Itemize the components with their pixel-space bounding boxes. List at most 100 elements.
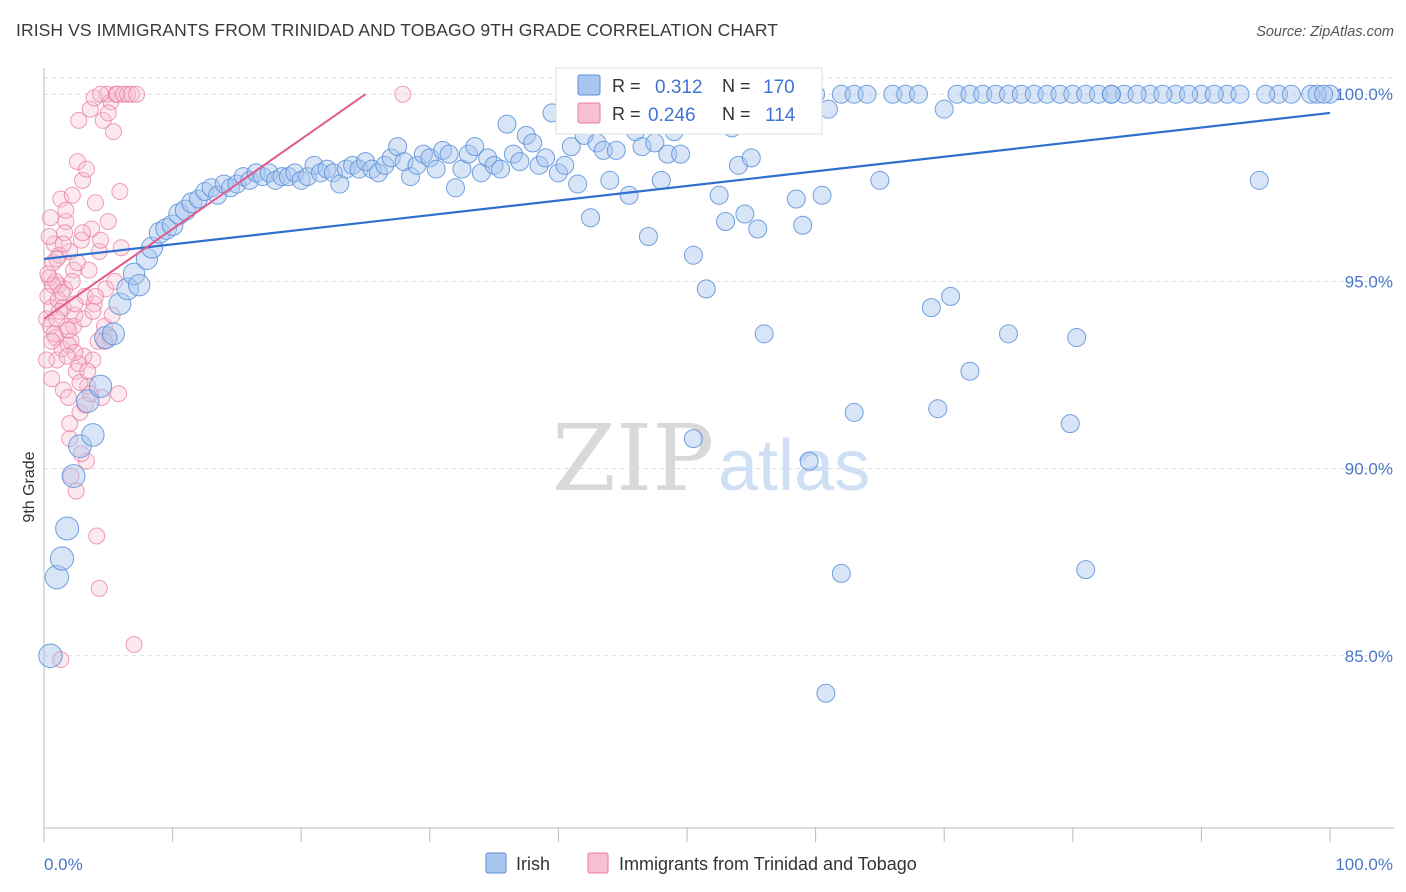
irish-point-43 (317, 159, 337, 179)
irish-point-164 (844, 402, 864, 422)
legend-box: R = 0.312 N = 170 R = 0.246 N = 114 (555, 67, 823, 135)
irish-point-162 (960, 361, 980, 381)
irish-point-163 (928, 399, 948, 419)
irish-point-66 (465, 137, 485, 157)
irish-point-157 (1256, 84, 1276, 104)
irish-point-100 (683, 245, 703, 265)
irish-point-69 (484, 155, 504, 175)
irish-point-8 (88, 374, 113, 398)
irish-point-105 (716, 211, 736, 231)
irish-point-88 (606, 140, 626, 160)
tt-point-94 (79, 362, 97, 380)
axes (43, 68, 1394, 842)
tt-point-110 (92, 85, 110, 103)
legend-n-label-2: N = (722, 104, 751, 124)
irish-point-161 (999, 324, 1018, 344)
irish-point-95 (651, 170, 671, 190)
tt-point-8 (48, 351, 66, 369)
watermark-atlas: atlas (718, 426, 870, 506)
irish-point-90 (619, 185, 639, 205)
tt-point-53 (106, 272, 124, 290)
grid-lines (44, 77, 1394, 657)
tt-point-89 (53, 284, 71, 302)
irish-point-124 (870, 170, 890, 190)
tt-point-28 (74, 171, 92, 189)
irish-point-72 (503, 144, 523, 164)
tt-point-92 (68, 254, 86, 272)
irish-points (38, 84, 1340, 703)
irish-point-130 (941, 286, 961, 306)
irish-point-36 (272, 167, 292, 187)
bottom-legend-irish-label: Irish (516, 854, 550, 874)
irish-point-76 (529, 155, 549, 175)
irish-point-154 (1179, 84, 1199, 104)
irish-point-158 (1281, 84, 1301, 104)
tt-point-96 (41, 209, 59, 227)
irish-point-77 (536, 148, 556, 168)
tt-point-55 (108, 85, 126, 103)
legend-irish-r: 0.312 (655, 77, 703, 98)
irish-point-4 (61, 464, 86, 489)
tt-point-25 (70, 111, 88, 129)
irish-point-166 (816, 683, 836, 703)
tt-point-68 (43, 370, 61, 388)
trend-lines (43, 93, 1331, 320)
legend-irish-n: 170 (763, 77, 795, 98)
irish-point-24 (195, 182, 215, 202)
irish-point-23 (188, 189, 208, 209)
irish-point-102 (696, 279, 716, 299)
irish-point-171 (1307, 84, 1327, 104)
watermark: ZIP atlas (552, 405, 870, 512)
irish-point-52 (375, 155, 395, 175)
irish-point-6 (81, 423, 105, 447)
irish-point-70 (491, 159, 511, 179)
tt-point-107 (95, 332, 113, 350)
legend-r-label: R = (612, 76, 641, 96)
tt-point-62 (125, 636, 143, 654)
irish-point-119 (812, 185, 832, 205)
legend-r-label-2: R = (612, 104, 641, 124)
irish-point-92 (632, 137, 652, 157)
legend-tt-n: 114 (765, 105, 796, 126)
irish-point-53 (381, 148, 401, 168)
irish-point-0 (38, 643, 63, 669)
irish-point-109 (741, 148, 761, 168)
tt-point-91 (63, 272, 81, 290)
tt-point-67 (52, 651, 70, 669)
irish-point-40 (298, 167, 318, 187)
irish-point-2 (49, 546, 75, 571)
tt-point-100 (38, 351, 56, 369)
irish-point-156 (1230, 84, 1250, 104)
irish-point-30 (233, 167, 253, 187)
tt-point-95 (84, 302, 102, 320)
tt-point-48 (99, 212, 117, 230)
y-tick-label-3: 100.0% (1335, 85, 1393, 104)
tt-point-63 (128, 85, 146, 103)
tt-point-56 (110, 385, 128, 403)
irish-point-49 (356, 152, 375, 172)
irish-point-10 (101, 322, 125, 346)
irish-point-33 (253, 167, 273, 187)
irish-point-167 (683, 429, 703, 449)
irish-point-146 (1249, 170, 1269, 190)
irish-point-172 (1314, 84, 1334, 104)
irish-point-18 (155, 218, 178, 240)
tt-point-61 (122, 85, 140, 103)
irish-point-75 (523, 133, 543, 153)
tt-point-93 (74, 224, 92, 242)
tt-point-66 (90, 579, 108, 597)
tt-trend-line (43, 93, 367, 320)
irish-point-60 (426, 159, 446, 179)
tt-point-60 (119, 85, 137, 103)
irish-point-111 (754, 324, 774, 344)
legend-tt-swatch (577, 102, 601, 124)
irish-point-50 (362, 159, 382, 179)
tt-point-34 (81, 100, 99, 118)
tt-point-97 (57, 201, 75, 219)
x-tick-label-1: 100.0% (1335, 855, 1393, 874)
irish-point-115 (786, 189, 806, 209)
irish-point-80 (555, 155, 575, 175)
bottom-legend-tt-label: Immigrants from Trinidad and Tobago (619, 854, 917, 874)
irish-point-73 (510, 152, 530, 172)
tt-point-38 (86, 194, 104, 212)
